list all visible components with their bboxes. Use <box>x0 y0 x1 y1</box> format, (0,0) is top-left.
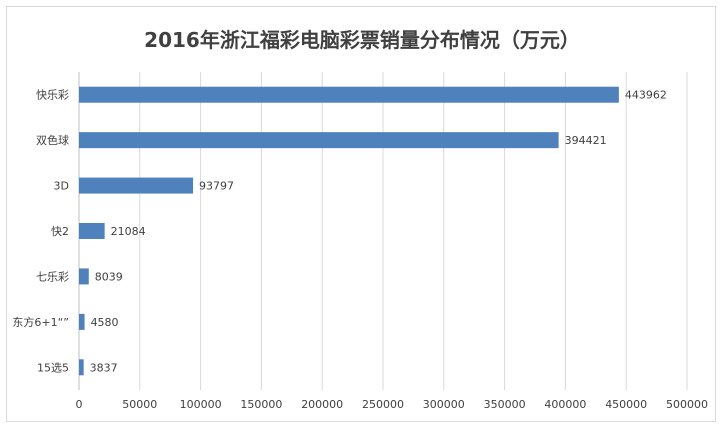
category-label: 快乐彩 <box>36 89 69 102</box>
x-tick-label: 200000 <box>301 398 343 411</box>
x-tick-label: 100000 <box>180 398 222 411</box>
bar <box>79 359 84 376</box>
bar <box>79 177 194 194</box>
x-tick-label: 400000 <box>544 398 586 411</box>
data-label: 394421 <box>565 134 607 147</box>
chart-frame <box>6 6 716 422</box>
x-tick-label: 150000 <box>240 398 282 411</box>
data-label: 21084 <box>111 225 146 238</box>
category-label: 15选5 <box>37 361 69 374</box>
bar <box>79 86 619 103</box>
bar <box>79 223 105 239</box>
category-label: 快2 <box>51 225 69 238</box>
category-label: 双色球 <box>36 133 69 147</box>
x-tick-label: 500000 <box>666 398 708 411</box>
data-label: 8039 <box>95 270 123 283</box>
bar <box>79 132 559 149</box>
data-label: 93797 <box>199 180 234 193</box>
x-tick-label: 300000 <box>423 398 465 411</box>
bar <box>79 268 89 285</box>
category-label: 七乐彩 <box>36 270 69 283</box>
category-label: 3D <box>54 180 69 193</box>
data-label: 4580 <box>91 316 119 329</box>
bar <box>79 313 85 330</box>
x-tick-label: 0 <box>76 398 83 411</box>
x-tick-label: 350000 <box>484 398 526 411</box>
chart-title: 2016年浙江福彩电脑彩票销量分布情况（万元） <box>144 28 580 52</box>
category-label: 东方6+1“” <box>12 315 69 329</box>
x-tick-label: 250000 <box>362 398 404 411</box>
x-tick-label: 450000 <box>605 398 647 411</box>
data-label: 443962 <box>625 89 667 102</box>
x-tick-label: 50000 <box>122 398 157 411</box>
data-label: 3837 <box>90 361 118 374</box>
